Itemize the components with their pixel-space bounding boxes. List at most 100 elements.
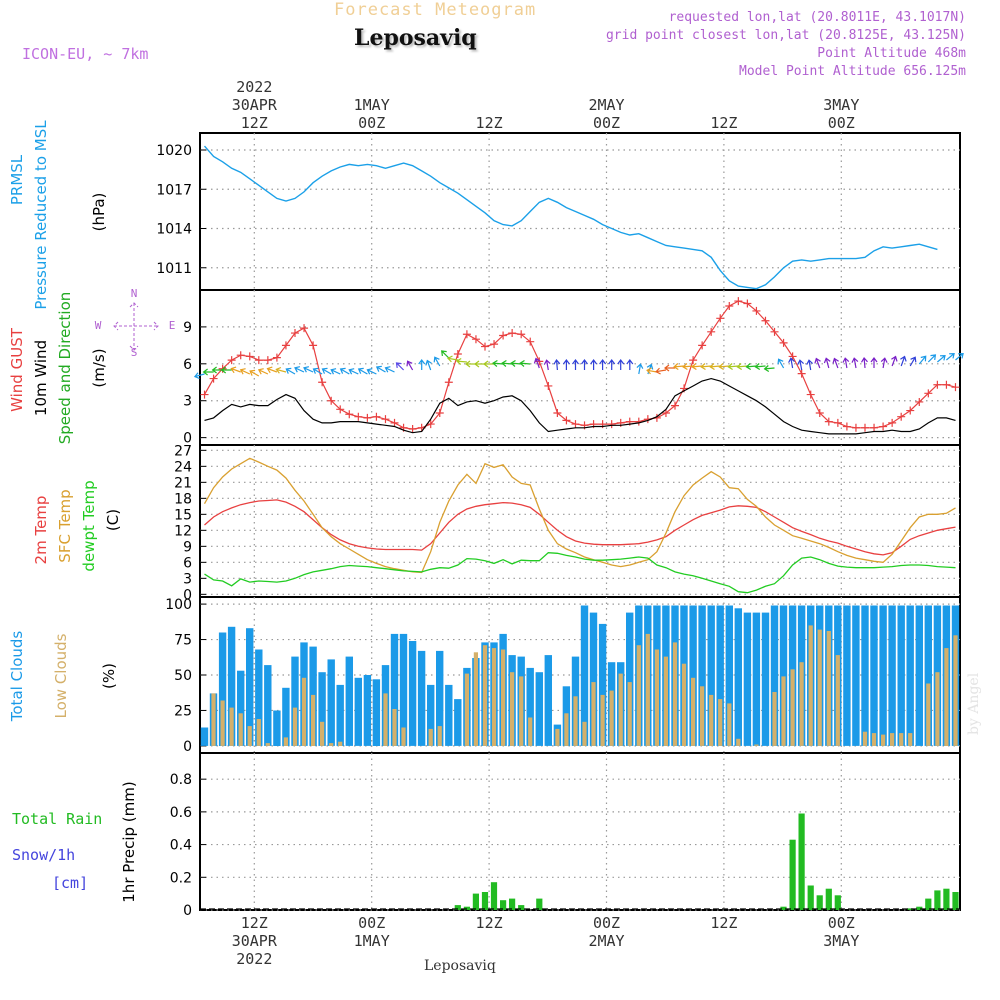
y-tick-label: 9 [183, 320, 192, 336]
total-clouds-bar [544, 655, 552, 746]
total-clouds-bar [327, 659, 335, 746]
low-clouds-bar [953, 635, 958, 746]
low-clouds-bar [736, 738, 741, 746]
wind-direction-arrow [918, 355, 927, 365]
wind-direction-arrow [891, 355, 898, 367]
wind-direction-arrow [860, 356, 868, 369]
total-clouds-bar [336, 684, 344, 746]
bottom-time-label: 2MAY [588, 932, 624, 950]
requested-coords: requested lon,lat (20.8011E, 43.1017N) [668, 10, 966, 25]
wind-direction-arrow [937, 354, 946, 363]
total-clouds-bar [200, 727, 209, 746]
gust-marker [734, 297, 743, 306]
total-clouds-bar [779, 605, 788, 746]
gust-marker [743, 299, 752, 308]
total-clouds-bar [743, 612, 752, 746]
total-clouds-bar [580, 605, 589, 746]
forecast-title: Forecast Meteogram [334, 0, 537, 20]
low-clouds-bar [491, 648, 497, 746]
y-tick-label: 1020 [156, 143, 192, 159]
total-clouds-bar [707, 605, 715, 746]
compass-w-label: W [95, 319, 102, 332]
top-time-label: 00Z [593, 114, 620, 132]
low-clouds-bar [926, 683, 931, 746]
low-clouds-bar [428, 728, 433, 746]
total-clouds-bar [598, 623, 607, 746]
top-time-label: 2022 [236, 78, 272, 96]
low-clouds-bar [519, 676, 524, 746]
gust-marker [300, 324, 309, 333]
wind-direction-arrow [257, 368, 269, 375]
compass-s-label: S [131, 346, 138, 359]
wind-direction-arrow [806, 359, 814, 371]
low-clouds-bar [862, 731, 868, 746]
low-clouds-bar [501, 649, 506, 746]
wind-direction-arrow [230, 366, 241, 374]
wind-direction-arrow [691, 363, 703, 371]
wind-direction-arrow [851, 357, 859, 369]
low-clouds-bar [292, 707, 298, 746]
wind-direction-arrow [455, 357, 467, 365]
gust-marker [318, 378, 327, 387]
wind-direction-arrow [682, 363, 694, 371]
total-clouds-bar [698, 605, 706, 746]
wind-direction-arrow [533, 357, 541, 369]
wind-speed-line [204, 377, 956, 435]
bottom-time-label: 3MAY [823, 932, 859, 950]
top-time-label: 00Z [358, 114, 385, 132]
gust-marker [833, 418, 842, 427]
total-clouds-bar [906, 605, 914, 746]
low-clouds-bar [238, 713, 243, 746]
total-clouds-bar [354, 677, 362, 746]
temp-unit: (C) [104, 509, 122, 531]
y-tick-label: 0 [183, 587, 192, 603]
rain-bar [807, 885, 814, 910]
rain-bar [943, 888, 950, 910]
total-clouds-bar [888, 605, 896, 746]
wind-direction-arrow [581, 359, 588, 370]
gust-marker [236, 351, 245, 360]
gust-marker [254, 356, 263, 365]
gust-marker [453, 349, 462, 358]
wind-direction-arrow [617, 359, 625, 370]
gust-marker [272, 353, 281, 362]
wind-direction-arrow [727, 363, 739, 371]
wind-direction-arrow [510, 359, 522, 367]
rain-bar [518, 905, 525, 910]
wind-direction-arrow [763, 365, 775, 373]
low-clouds-bar [908, 733, 913, 746]
y-tick-label: 3 [183, 394, 192, 410]
low-clouds-bar [229, 707, 234, 746]
temp-dewpt-line [204, 552, 956, 594]
total-clouds-bar [752, 612, 761, 746]
low-clouds-bar [247, 726, 252, 746]
top-time-label: 30APR [232, 96, 278, 114]
gust-marker [354, 412, 363, 421]
low-clouds-bar [781, 676, 786, 746]
model-altitude: Model Point Altitude 656.125m [739, 64, 966, 79]
low-clouds-bar [654, 649, 659, 746]
wind-direction-arrow [519, 359, 531, 367]
y-tick-label: 1011 [156, 261, 192, 277]
wind-direction-arrow [832, 357, 839, 369]
total-clouds-bar [291, 656, 299, 746]
temp-2m-line [204, 499, 956, 556]
y-tick-label: 12 [174, 523, 192, 539]
low-clouds-bar [482, 645, 488, 746]
gust-marker [661, 409, 670, 418]
wind-direction-arrow [553, 358, 561, 371]
gust-marker [870, 423, 879, 432]
low-clouds-bar [338, 741, 343, 746]
bottom-time-label: 30APR [232, 932, 278, 950]
gust-marker [897, 412, 906, 421]
top-time-label: 12Z [476, 114, 503, 132]
top-time-label: 1MAY [354, 96, 390, 114]
low-clouds-bar [600, 694, 605, 746]
total-clouds-bar [282, 687, 290, 746]
total-clouds-bar [372, 679, 381, 746]
location-title: Leposaviq [354, 25, 477, 51]
y-tick-label: 50 [174, 668, 192, 684]
y-tick-label: 25 [174, 703, 192, 719]
top-time-label: 12Z [241, 114, 268, 132]
total-rain-label: Total Rain [12, 810, 102, 828]
